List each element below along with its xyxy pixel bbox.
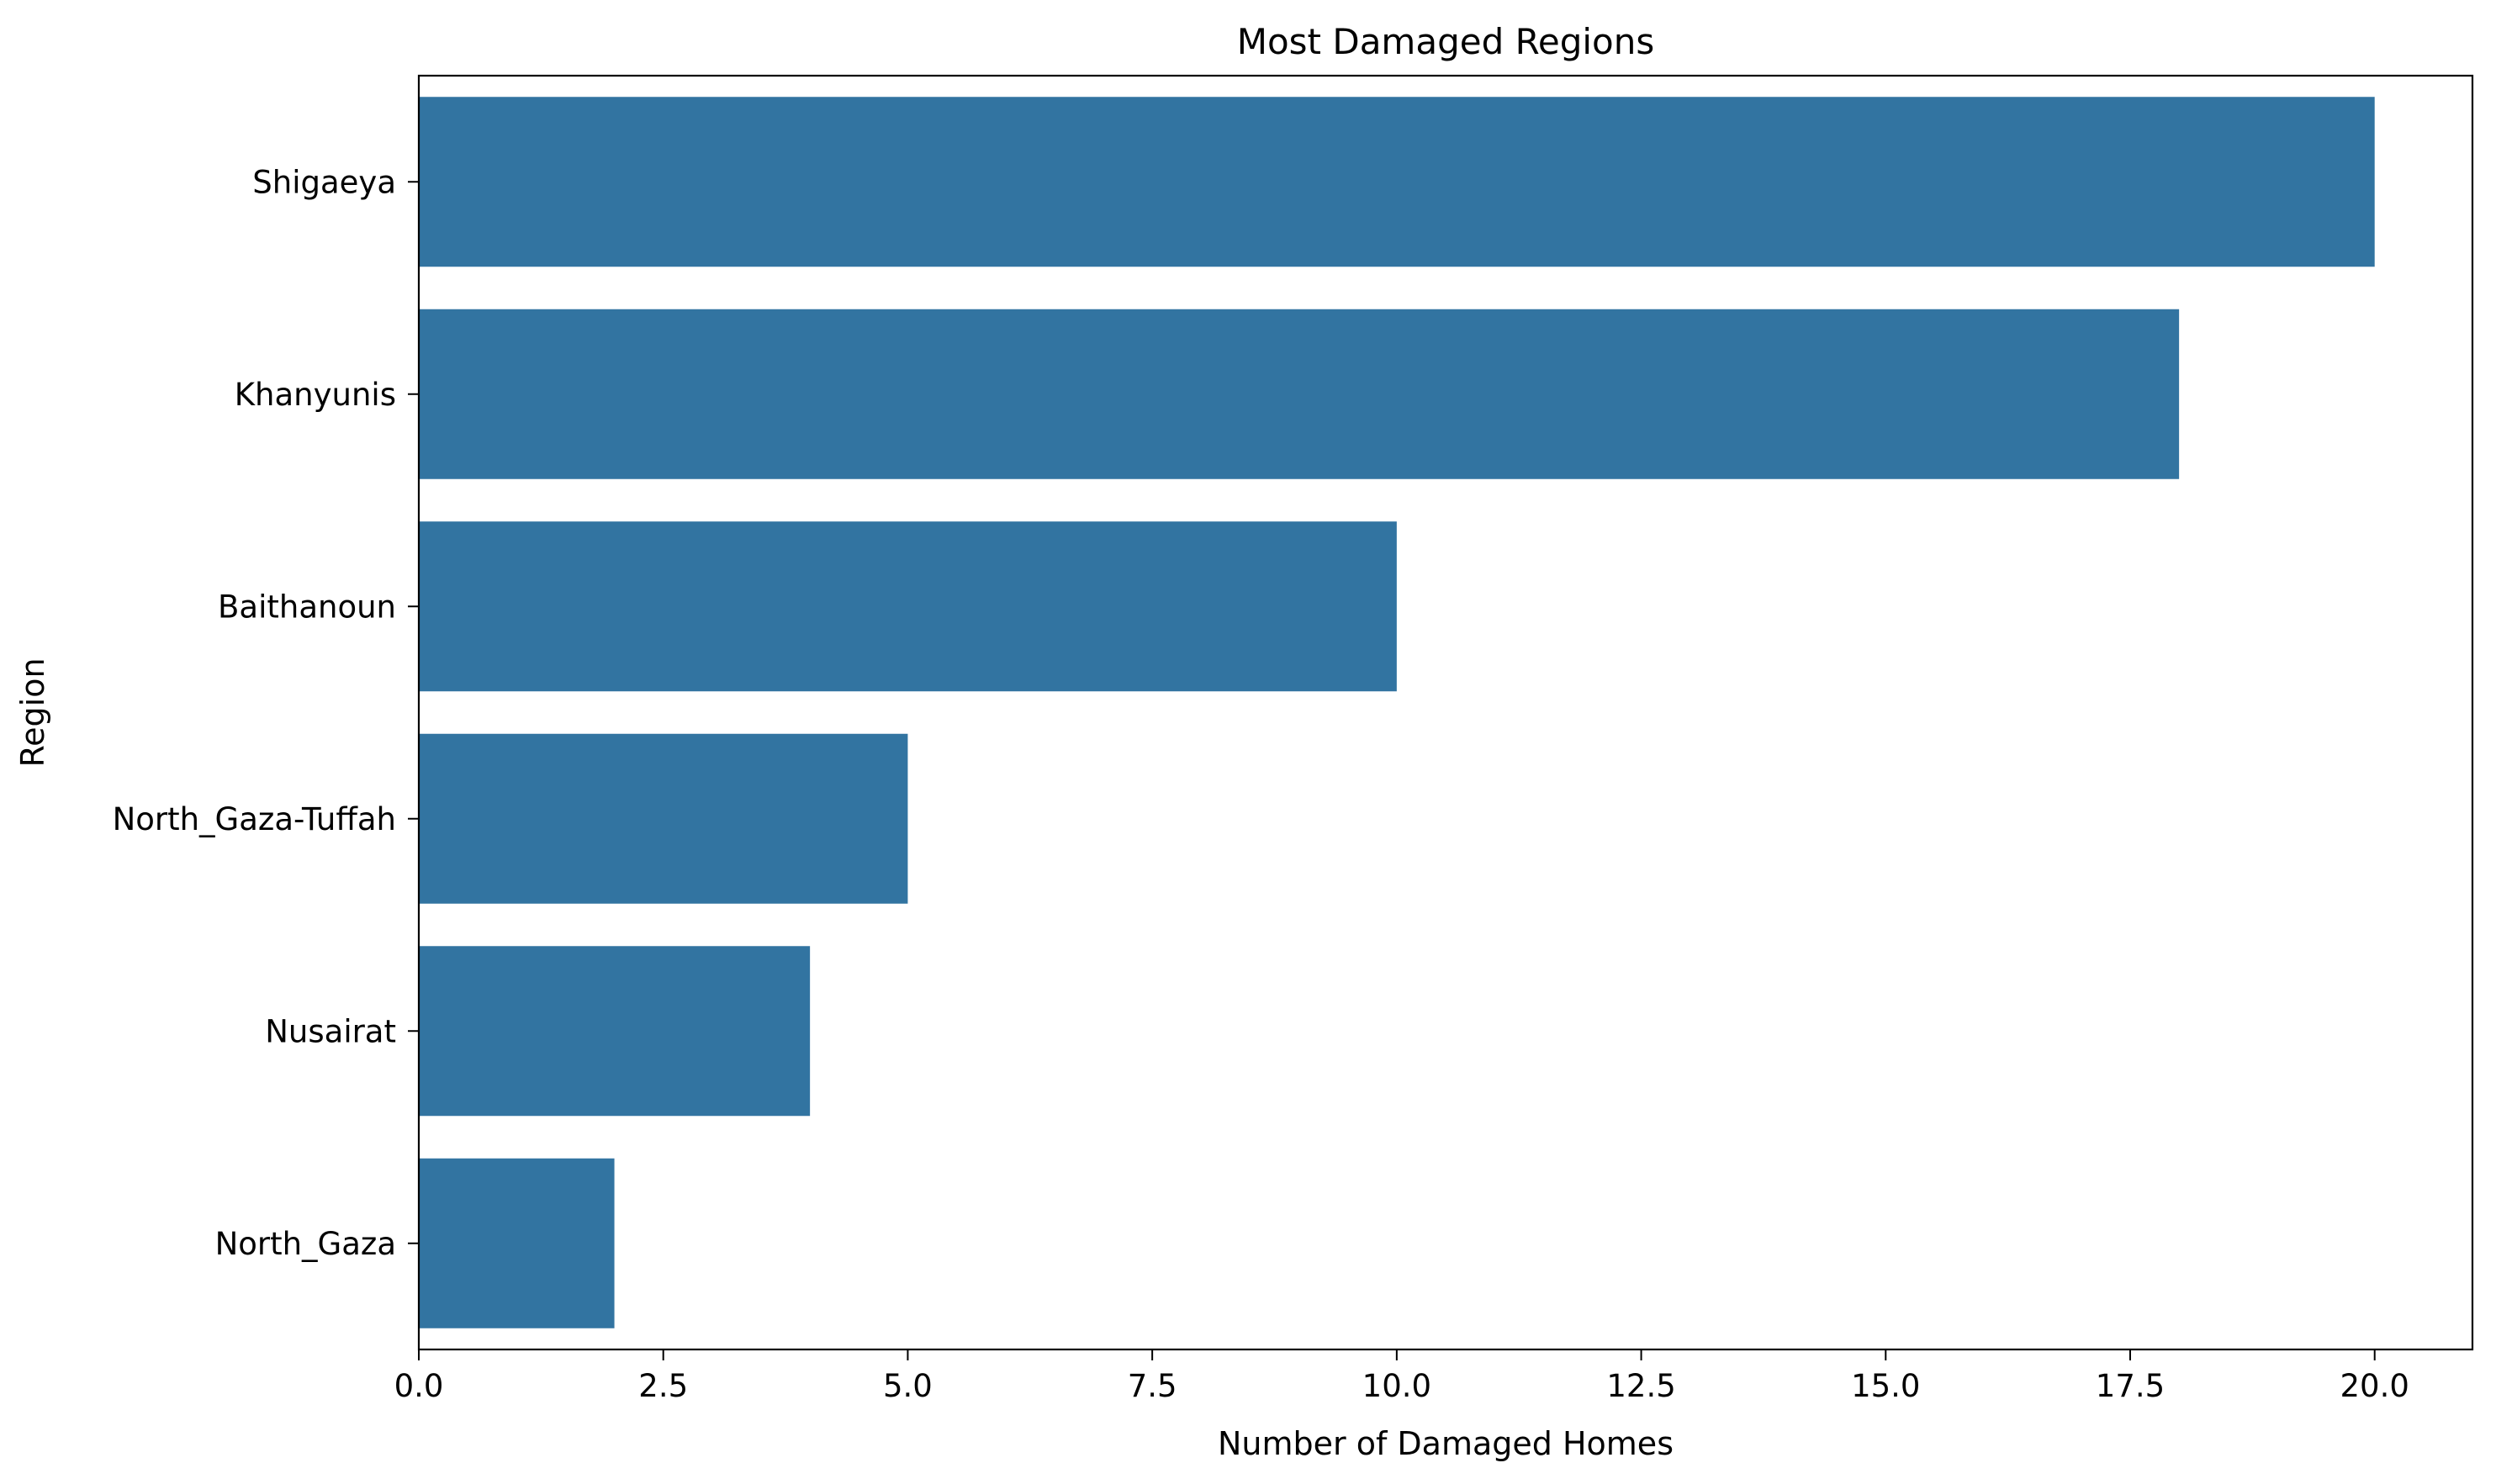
y-axis: Shigaeya Khanyunis Baithanoun North_Gaza-Tu… (113, 164, 419, 1262)
y-tick-label: Baithanoun (218, 589, 396, 625)
y-tick-label: North_Gaza-Tuffah (113, 801, 396, 837)
y-tick-label: Nusairat (265, 1013, 396, 1049)
bar-nusairat (419, 946, 811, 1117)
bar-shigaeya (419, 97, 2375, 267)
x-tick-label: 2.5 (638, 1368, 688, 1404)
bar-north-gaza-tuffah (419, 733, 908, 904)
x-tick-label: 17.5 (2096, 1368, 2165, 1404)
x-tick-label: 0.0 (394, 1368, 444, 1404)
y-tick-label: Khanyunis (235, 377, 396, 413)
x-tick-label: 7.5 (1128, 1368, 1177, 1404)
x-tick-label: 10.0 (1362, 1368, 1431, 1404)
chart-title: Most Damaged Regions (1237, 21, 1655, 62)
plot-area-frame (417, 74, 2474, 1351)
x-tick-label: 15.0 (1851, 1368, 1920, 1404)
y-axis-label: Region (14, 658, 51, 767)
bar-khanyunis (419, 309, 2180, 479)
bar-north-gaza (419, 1158, 615, 1328)
bars-group (419, 97, 2375, 1328)
x-axis: 0.0 2.5 5.0 7.5 10.0 12.5 15.0 17.5 20.0 (394, 1349, 2409, 1404)
x-tick-label: 20.0 (2340, 1368, 2409, 1404)
x-tick-label: 12.5 (1606, 1368, 1675, 1404)
x-axis-label: Number of Damaged Homes (1218, 1425, 1674, 1462)
x-tick-label: 5.0 (883, 1368, 933, 1404)
y-tick-label: North_Gaza (215, 1226, 396, 1262)
y-tick-label: Shigaeya (252, 164, 396, 200)
bar-baithanoun (419, 521, 1397, 692)
